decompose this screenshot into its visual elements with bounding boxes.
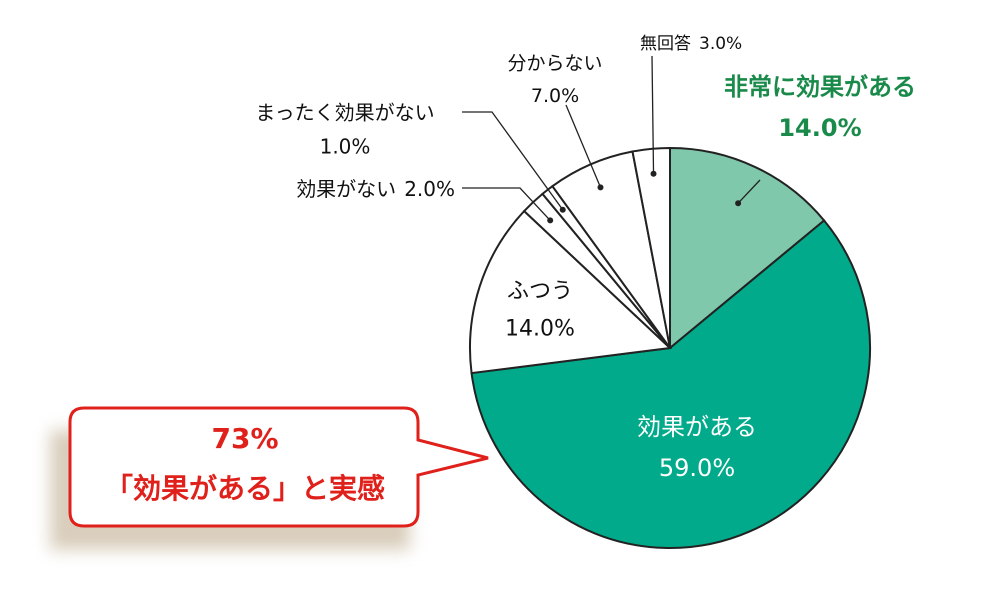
slice-label: ふつう xyxy=(507,279,573,304)
pie xyxy=(469,146,871,549)
pie-slice xyxy=(470,219,871,549)
leader-dot xyxy=(547,217,554,224)
leader-dot xyxy=(650,170,657,177)
slice-label-line: 無回答 3.0% xyxy=(640,34,742,54)
slice-label: 無回答 xyxy=(640,34,691,54)
leader-line xyxy=(565,104,602,188)
callout-box xyxy=(68,406,489,528)
slice-value: 7.0% xyxy=(531,85,579,107)
slice-label: 分からない xyxy=(507,53,602,75)
pie-slice xyxy=(631,146,671,349)
slice-value: 14.0% xyxy=(505,316,575,341)
callout-value: 73% xyxy=(211,422,278,455)
slice-label-line: 効果がない 2.0% xyxy=(296,177,455,201)
leader-line xyxy=(737,179,761,204)
leader-line xyxy=(651,55,655,174)
leader-dot xyxy=(735,200,742,207)
slice-label: 効果がない xyxy=(296,177,396,201)
slice-value: 1.0% xyxy=(320,135,371,159)
leader-dot xyxy=(597,184,604,191)
slice-label: 効果がある xyxy=(637,413,757,441)
slice-label: 非常に効果がある xyxy=(724,73,916,101)
pie-slice xyxy=(669,146,826,351)
leader-line xyxy=(462,111,564,211)
callout-text: 「効果がある」と実感 xyxy=(105,472,385,505)
slice-value: 2.0% xyxy=(404,177,455,201)
slice-label: まったく効果がない xyxy=(255,101,434,125)
pie-slice xyxy=(469,209,673,375)
leader-line xyxy=(462,187,551,221)
slice-value: 3.0% xyxy=(699,34,742,54)
leader-dot xyxy=(559,206,566,213)
slice-value: 14.0% xyxy=(778,114,861,142)
slice-value: 59.0% xyxy=(659,454,735,482)
